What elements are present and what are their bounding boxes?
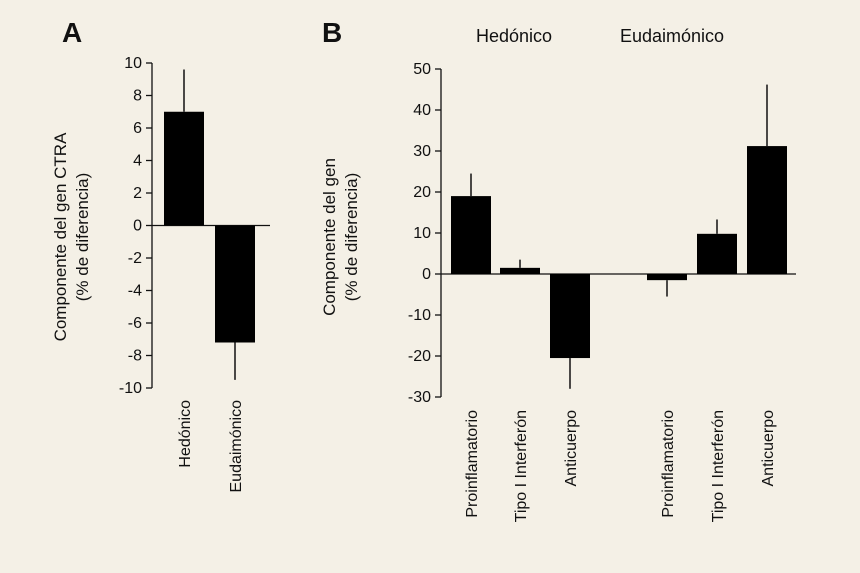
panel-a-tick-label: -2 [128, 250, 142, 267]
panel-a-bar [164, 111, 204, 226]
panel-b-category-label: Proinflamatorio [660, 410, 677, 518]
panel-b-tick-label: 0 [422, 266, 431, 283]
panel-b-category-labels: Proinflamatorio Tipo I Interferón Anticuer… [464, 410, 777, 522]
panel-b-category-label: Anticuerpo [563, 410, 580, 487]
panel-a-category-labels: Hedónico Eudaimónico [177, 400, 245, 493]
panel-b: B Hedónico Eudaimónico 50 40 30 20 10 0 -10 -20… [320, 17, 796, 522]
panel-a-category-label: Hedónico [177, 400, 194, 468]
panel-b-bars [451, 146, 787, 359]
panel-a-tick-label: 0 [133, 218, 142, 235]
panel-b-tick-label: -20 [408, 348, 431, 365]
panel-a-tick-label: 6 [133, 120, 142, 137]
panel-b-tick-label: 30 [413, 143, 431, 160]
panel-b-bar [747, 146, 787, 274]
panel-a-category-label: Eudaimónico [228, 400, 245, 493]
panel-a-error-bars [183, 69, 236, 380]
panel-a-bar [215, 225, 255, 343]
panel-b-error-bars [470, 84, 768, 389]
panel-b-bar [697, 233, 737, 274]
panel-a-y-axis-label-line2: (% de diferencia) [73, 173, 92, 302]
panel-b-category-label: Tipo I Interferón [710, 410, 727, 522]
panel-a-letter: A [62, 17, 82, 48]
panel-b-tick-labels: 50 40 30 20 10 0 -10 -20 -30 [408, 61, 431, 406]
panel-b-tick-label: -30 [408, 389, 431, 406]
panel-a-tick-label: -10 [119, 380, 142, 397]
panel-b-bar [451, 196, 491, 274]
panel-a-tick-label: 2 [133, 185, 142, 202]
panel-b-y-axis-label-line2: (% de diferencia) [342, 173, 361, 302]
panel-a-y-axis-label-line1: Componente del gen CTRA [51, 132, 70, 342]
panel-b-bar [500, 267, 540, 274]
panel-b-y-axis-label-line1: Componente del gen [320, 158, 339, 316]
panel-a-tick-label: -8 [128, 348, 142, 365]
panel-b-bar [550, 274, 590, 359]
panel-b-group-label-eudaimonico: Eudaimónico [620, 26, 724, 46]
panel-b-tick-label: 10 [413, 225, 431, 242]
panel-a-bars [164, 111, 255, 343]
panel-b-group-label-hedonico: Hedónico [476, 26, 552, 46]
panel-a-tick-label: 10 [124, 55, 142, 72]
panel-b-bar [647, 274, 687, 281]
panel-b-tick-label: 50 [413, 61, 431, 78]
panel-a-tick-label: -6 [128, 315, 142, 332]
panel-a: A 10 8 6 4 2 0 -2 -4 -6 -8 -10 Hedónico Eudaimónico… [51, 17, 270, 493]
panel-b-category-label: Tipo I Interferón [513, 410, 530, 522]
panel-b-category-label: Proinflamatorio [464, 410, 481, 518]
panel-a-tick-label: -4 [128, 283, 142, 300]
panel-a-tick-label: 4 [133, 153, 142, 170]
panel-b-category-label: Anticuerpo [760, 410, 777, 487]
panel-b-letter: B [322, 17, 342, 48]
panel-b-tick-label: 40 [413, 102, 431, 119]
panel-a-tick-label: 8 [133, 88, 142, 105]
panel-a-tick-labels: 10 8 6 4 2 0 -2 -4 -6 -8 -10 [119, 55, 142, 397]
panel-b-tick-label: 20 [413, 184, 431, 201]
panel-b-tick-label: -10 [408, 307, 431, 324]
